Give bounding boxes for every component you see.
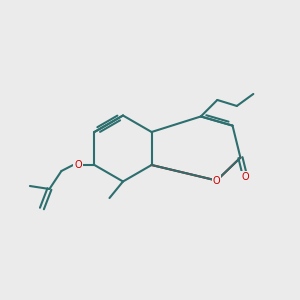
Text: O: O — [241, 172, 249, 182]
Text: O: O — [74, 160, 82, 170]
Text: O: O — [213, 176, 220, 185]
